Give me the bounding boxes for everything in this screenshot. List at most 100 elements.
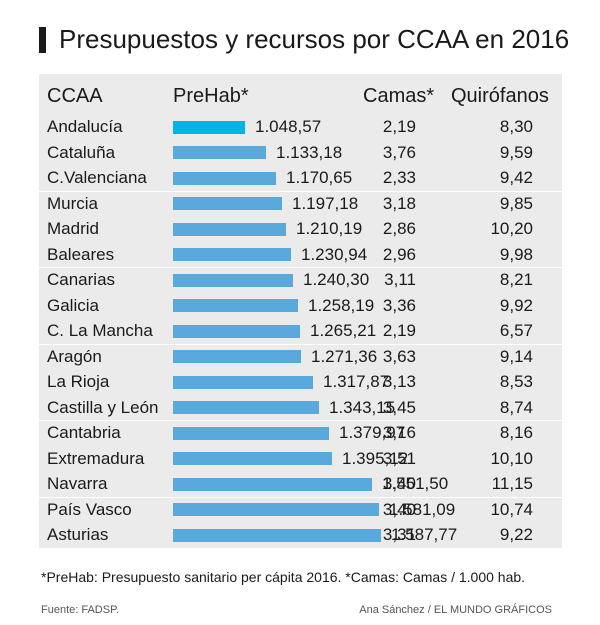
prehab-bar (173, 172, 276, 185)
row-group-divider (39, 420, 562, 421)
region-label: Madrid (47, 219, 99, 238)
quirofanos-value: 8,53 (499, 372, 533, 391)
region-label: Murcia (47, 194, 99, 213)
prehab-bar (173, 146, 266, 159)
quirofanos-value: 6,57 (499, 321, 533, 340)
row-group-divider (39, 344, 562, 345)
region-label: C.Valenciana (47, 168, 147, 187)
prehab-value: 1.587,77 (391, 525, 458, 544)
quirofanos-value: 11,15 (491, 474, 533, 493)
camas-value: 2,96 (382, 245, 416, 264)
prehab-bar (173, 503, 379, 516)
prehab-bar (173, 376, 313, 389)
region-label: Baleares (47, 245, 115, 264)
quirofanos-value: 9,42 (499, 168, 533, 187)
camas-value: 2,86 (382, 219, 416, 238)
prehab-bar (173, 274, 293, 287)
row-group-divider (39, 267, 562, 268)
region-label: Navarra (47, 474, 108, 493)
region-label: Castilla y León (47, 398, 159, 417)
prehab-value: 1.551,50 (382, 474, 449, 493)
prehab-value: 1.170,65 (286, 168, 353, 187)
prehab-value: 1.048,57 (255, 117, 322, 136)
camas-value: 3,40 (382, 500, 416, 519)
camas-value: 3,63 (382, 347, 416, 366)
quirofanos-value: 8,21 (499, 270, 533, 289)
camas-value: 3,18 (382, 194, 416, 213)
prehab-value: 1.343,15 (329, 398, 396, 417)
quirofanos-value: 9,92 (499, 296, 533, 315)
prehab-bar (173, 223, 286, 236)
camas-value: 3,45 (382, 398, 416, 417)
row-group-divider (39, 191, 562, 192)
prehab-value: 1.395,12 (342, 449, 409, 468)
region-label: Andalucía (47, 117, 123, 136)
quirofanos-value: 9,14 (499, 347, 533, 366)
prehab-bar (173, 427, 329, 440)
header-prehab: PreHab* (173, 85, 249, 107)
prehab-value: 1.230,94 (301, 245, 368, 264)
prehab-value: 1.379,97 (339, 423, 406, 442)
quirofanos-value: 9,85 (499, 194, 533, 213)
region-label: Cataluña (47, 143, 116, 162)
camas-value: 3,31 (382, 525, 416, 544)
quirofanos-value: 10,10 (490, 449, 533, 468)
camas-value: 2,33 (382, 168, 416, 187)
region-label: C. La Mancha (47, 321, 153, 340)
prehab-value: 1.210,19 (296, 219, 363, 238)
region-label: La Rioja (47, 372, 110, 391)
region-label: Extremadura (47, 449, 145, 468)
data-table (39, 74, 562, 548)
camas-value: 3,13 (382, 372, 416, 391)
prehab-bar (173, 478, 372, 491)
prehab-bar (173, 401, 319, 414)
chart-title: Presupuestos y recursos por CCAA en 2016 (59, 24, 570, 54)
quirofanos-value: 8,30 (499, 117, 533, 136)
quirofanos-value: 10,74 (490, 500, 533, 519)
region-label: Canarias (47, 270, 116, 289)
prehab-bar (173, 452, 332, 465)
credit: Ana Sánchez / EL MUNDO GRÁFICOS (359, 604, 552, 616)
header-camas: Camas* (363, 85, 435, 107)
prehab-bar (173, 350, 301, 363)
prehab-bar (173, 121, 245, 134)
quirofanos-value: 8,74 (499, 398, 533, 417)
prehab-bar (173, 325, 300, 338)
prehab-bar (173, 299, 298, 312)
region-label: País Vasco (47, 500, 132, 519)
prehab-value: 1.317,87 (323, 372, 390, 391)
region-label: Galicia (47, 296, 99, 315)
quirofanos-value: 10,20 (490, 219, 533, 238)
quirofanos-value: 9,59 (499, 143, 533, 162)
quirofanos-value: 9,22 (499, 525, 533, 544)
region-label: Cantabria (47, 423, 121, 442)
prehab-bar (173, 197, 282, 210)
camas-value: 3,36 (382, 296, 416, 315)
prehab-value: 1.581,09 (389, 500, 456, 519)
header-quirofanos: Quirófanos (451, 85, 549, 107)
camas-value: 3,51 (382, 449, 416, 468)
quirofanos-value: 9,98 (499, 245, 533, 264)
camas-value: 3,16 (382, 423, 416, 442)
prehab-value: 1.271,36 (311, 347, 378, 366)
prehab-value: 1.197,18 (292, 194, 359, 213)
region-label: Asturias (47, 525, 109, 544)
header-ccaa: CCAA (47, 85, 103, 107)
prehab-value: 1.133,18 (276, 143, 343, 162)
prehab-bar (173, 248, 291, 261)
camas-value: 2,19 (382, 321, 416, 340)
camas-value: 3,40 (382, 474, 416, 493)
region-label: Aragón (47, 347, 102, 366)
row-group-divider (39, 497, 562, 498)
prehab-value: 1.258,19 (308, 296, 375, 315)
camas-value: 3,11 (384, 270, 416, 289)
title-accent-bar (39, 27, 46, 53)
prehab-value: 1.240,30 (303, 270, 370, 289)
source: Fuente: FADSP. (41, 604, 120, 616)
prehab-bar (173, 529, 381, 542)
prehab-value: 1.265,21 (310, 321, 377, 340)
quirofanos-value: 8,16 (499, 423, 533, 442)
camas-value: 2,19 (382, 117, 416, 136)
footnote: *PreHab: Presupuesto sanitario per cápit… (41, 569, 526, 585)
camas-value: 3,76 (382, 143, 416, 162)
